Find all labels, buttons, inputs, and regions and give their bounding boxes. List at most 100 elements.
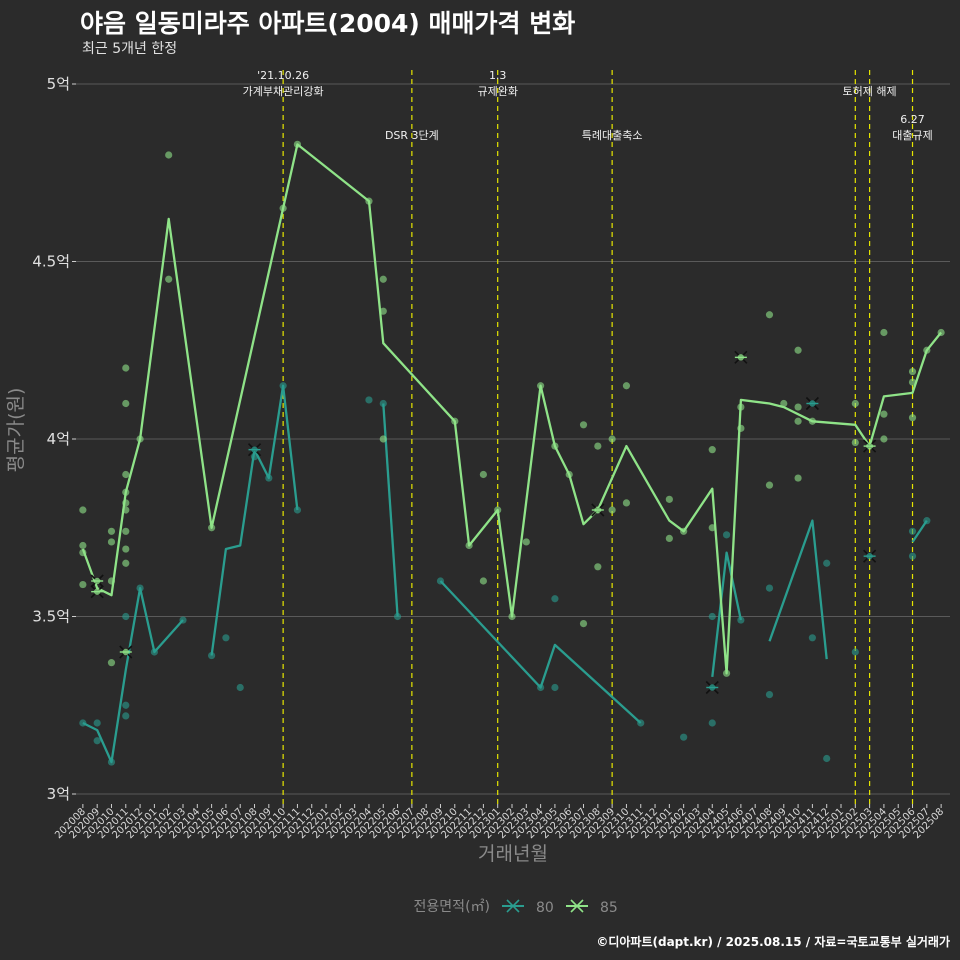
event-label: 6.27	[900, 113, 925, 126]
data-point-80	[551, 595, 559, 603]
data-point-85	[708, 524, 716, 532]
cross-center	[866, 552, 873, 560]
data-point-80	[436, 577, 445, 585]
data-point-85	[136, 435, 144, 443]
data-point-80	[823, 559, 831, 567]
event-label: '21.10.26	[257, 69, 309, 82]
data-point-85	[107, 659, 116, 667]
legend-swatch-cross	[506, 899, 520, 913]
data-point-85	[737, 424, 745, 432]
data-point-85	[794, 474, 802, 482]
cross-point-85	[90, 574, 104, 588]
data-point-80	[122, 701, 130, 709]
data-point-85	[594, 442, 602, 450]
data-point-80	[107, 758, 116, 766]
data-point-85	[122, 399, 130, 408]
cross-point-85	[734, 350, 748, 364]
data-point-85	[622, 499, 631, 507]
data-point-85	[122, 488, 130, 496]
data-point-80	[537, 683, 545, 692]
data-point-85	[208, 524, 216, 532]
event-label: 1.3	[489, 69, 507, 82]
cross-center	[93, 577, 101, 585]
data-point-80	[136, 584, 144, 592]
data-point-85	[665, 495, 673, 503]
data-point-80	[250, 453, 259, 461]
axes: 3억3.5억4억4.5억5억20200820200920201020201120…	[5, 75, 946, 865]
data-point-85	[923, 346, 931, 354]
grid	[76, 83, 950, 795]
y-tick-label: 5억	[47, 75, 70, 93]
data-point-85	[122, 499, 130, 507]
data-point-85	[737, 403, 745, 411]
data-point-85	[79, 506, 87, 514]
data-point-80	[122, 712, 130, 720]
data-point-80	[551, 683, 559, 692]
event-label: 토허제 해제	[843, 84, 897, 98]
data-point-85	[165, 151, 173, 159]
data-point-85	[165, 275, 173, 283]
data-point-85	[122, 545, 130, 553]
event-label: 대출규제	[892, 129, 932, 142]
data-point-85	[494, 506, 502, 514]
x-axis-label: 거래년월	[478, 843, 548, 865]
data-point-85	[479, 577, 487, 585]
event-label: 규제완화	[477, 85, 517, 98]
data-point-85	[279, 204, 287, 212]
data-point-85	[665, 534, 673, 543]
data-point-80	[708, 719, 716, 727]
data-point-80	[923, 517, 931, 525]
data-point-80	[680, 733, 688, 741]
legend-label: 85	[600, 900, 618, 916]
data-point-85	[851, 438, 859, 447]
data-point-80	[79, 719, 87, 727]
legend-item-80: 80	[502, 899, 554, 916]
data-point-85	[537, 382, 545, 390]
legend-title: 전용면적(㎡)	[414, 899, 490, 915]
cross-point-80	[247, 443, 262, 457]
data-point-85	[680, 527, 688, 535]
data-point-85	[908, 378, 917, 386]
data-point-85	[851, 399, 859, 408]
series-line-85	[81, 143, 942, 675]
data-point-80	[379, 399, 387, 408]
chart-caption: ©디아파트(dapt.kr) / 2025.08.15 / 자료=국토교통부 실…	[596, 935, 950, 949]
data-point-85	[579, 620, 588, 628]
data-point-80	[908, 552, 917, 560]
data-point-85	[608, 435, 616, 443]
cross-center	[737, 354, 745, 361]
data-point-85	[122, 559, 130, 567]
data-point-85	[579, 421, 588, 429]
series-line-80	[768, 519, 828, 660]
cross-center	[866, 442, 873, 450]
data-point-85	[708, 446, 716, 454]
cross-point-80	[863, 549, 877, 563]
legend: 전용면적(㎡) 80 85	[414, 899, 618, 916]
y-tick-label: 4억	[47, 430, 70, 448]
data-point-85	[122, 364, 130, 372]
data-point-80	[823, 754, 831, 763]
data-point-80	[908, 527, 917, 535]
data-point-80	[765, 691, 774, 699]
data-point-80	[365, 396, 373, 404]
cross-point-85	[90, 585, 104, 599]
cross-point-85	[119, 645, 133, 659]
series-line-80	[911, 519, 928, 543]
data-point-85	[880, 328, 888, 337]
chart-title: 야음 일동미라주 아파트(2004) 매매가격 변화	[80, 9, 576, 38]
cross-point-80	[805, 396, 819, 411]
series-points	[79, 140, 945, 766]
data-point-85	[880, 410, 888, 418]
data-point-85	[522, 538, 530, 546]
data-point-85	[780, 399, 788, 408]
data-point-85	[122, 527, 130, 535]
data-point-80	[222, 634, 230, 642]
data-point-85	[937, 328, 945, 337]
y-axis-label: 평균가(원)	[5, 388, 27, 473]
data-point-85	[465, 541, 473, 550]
cross-center	[93, 588, 101, 595]
data-point-80	[279, 382, 287, 390]
data-point-80	[236, 683, 244, 692]
